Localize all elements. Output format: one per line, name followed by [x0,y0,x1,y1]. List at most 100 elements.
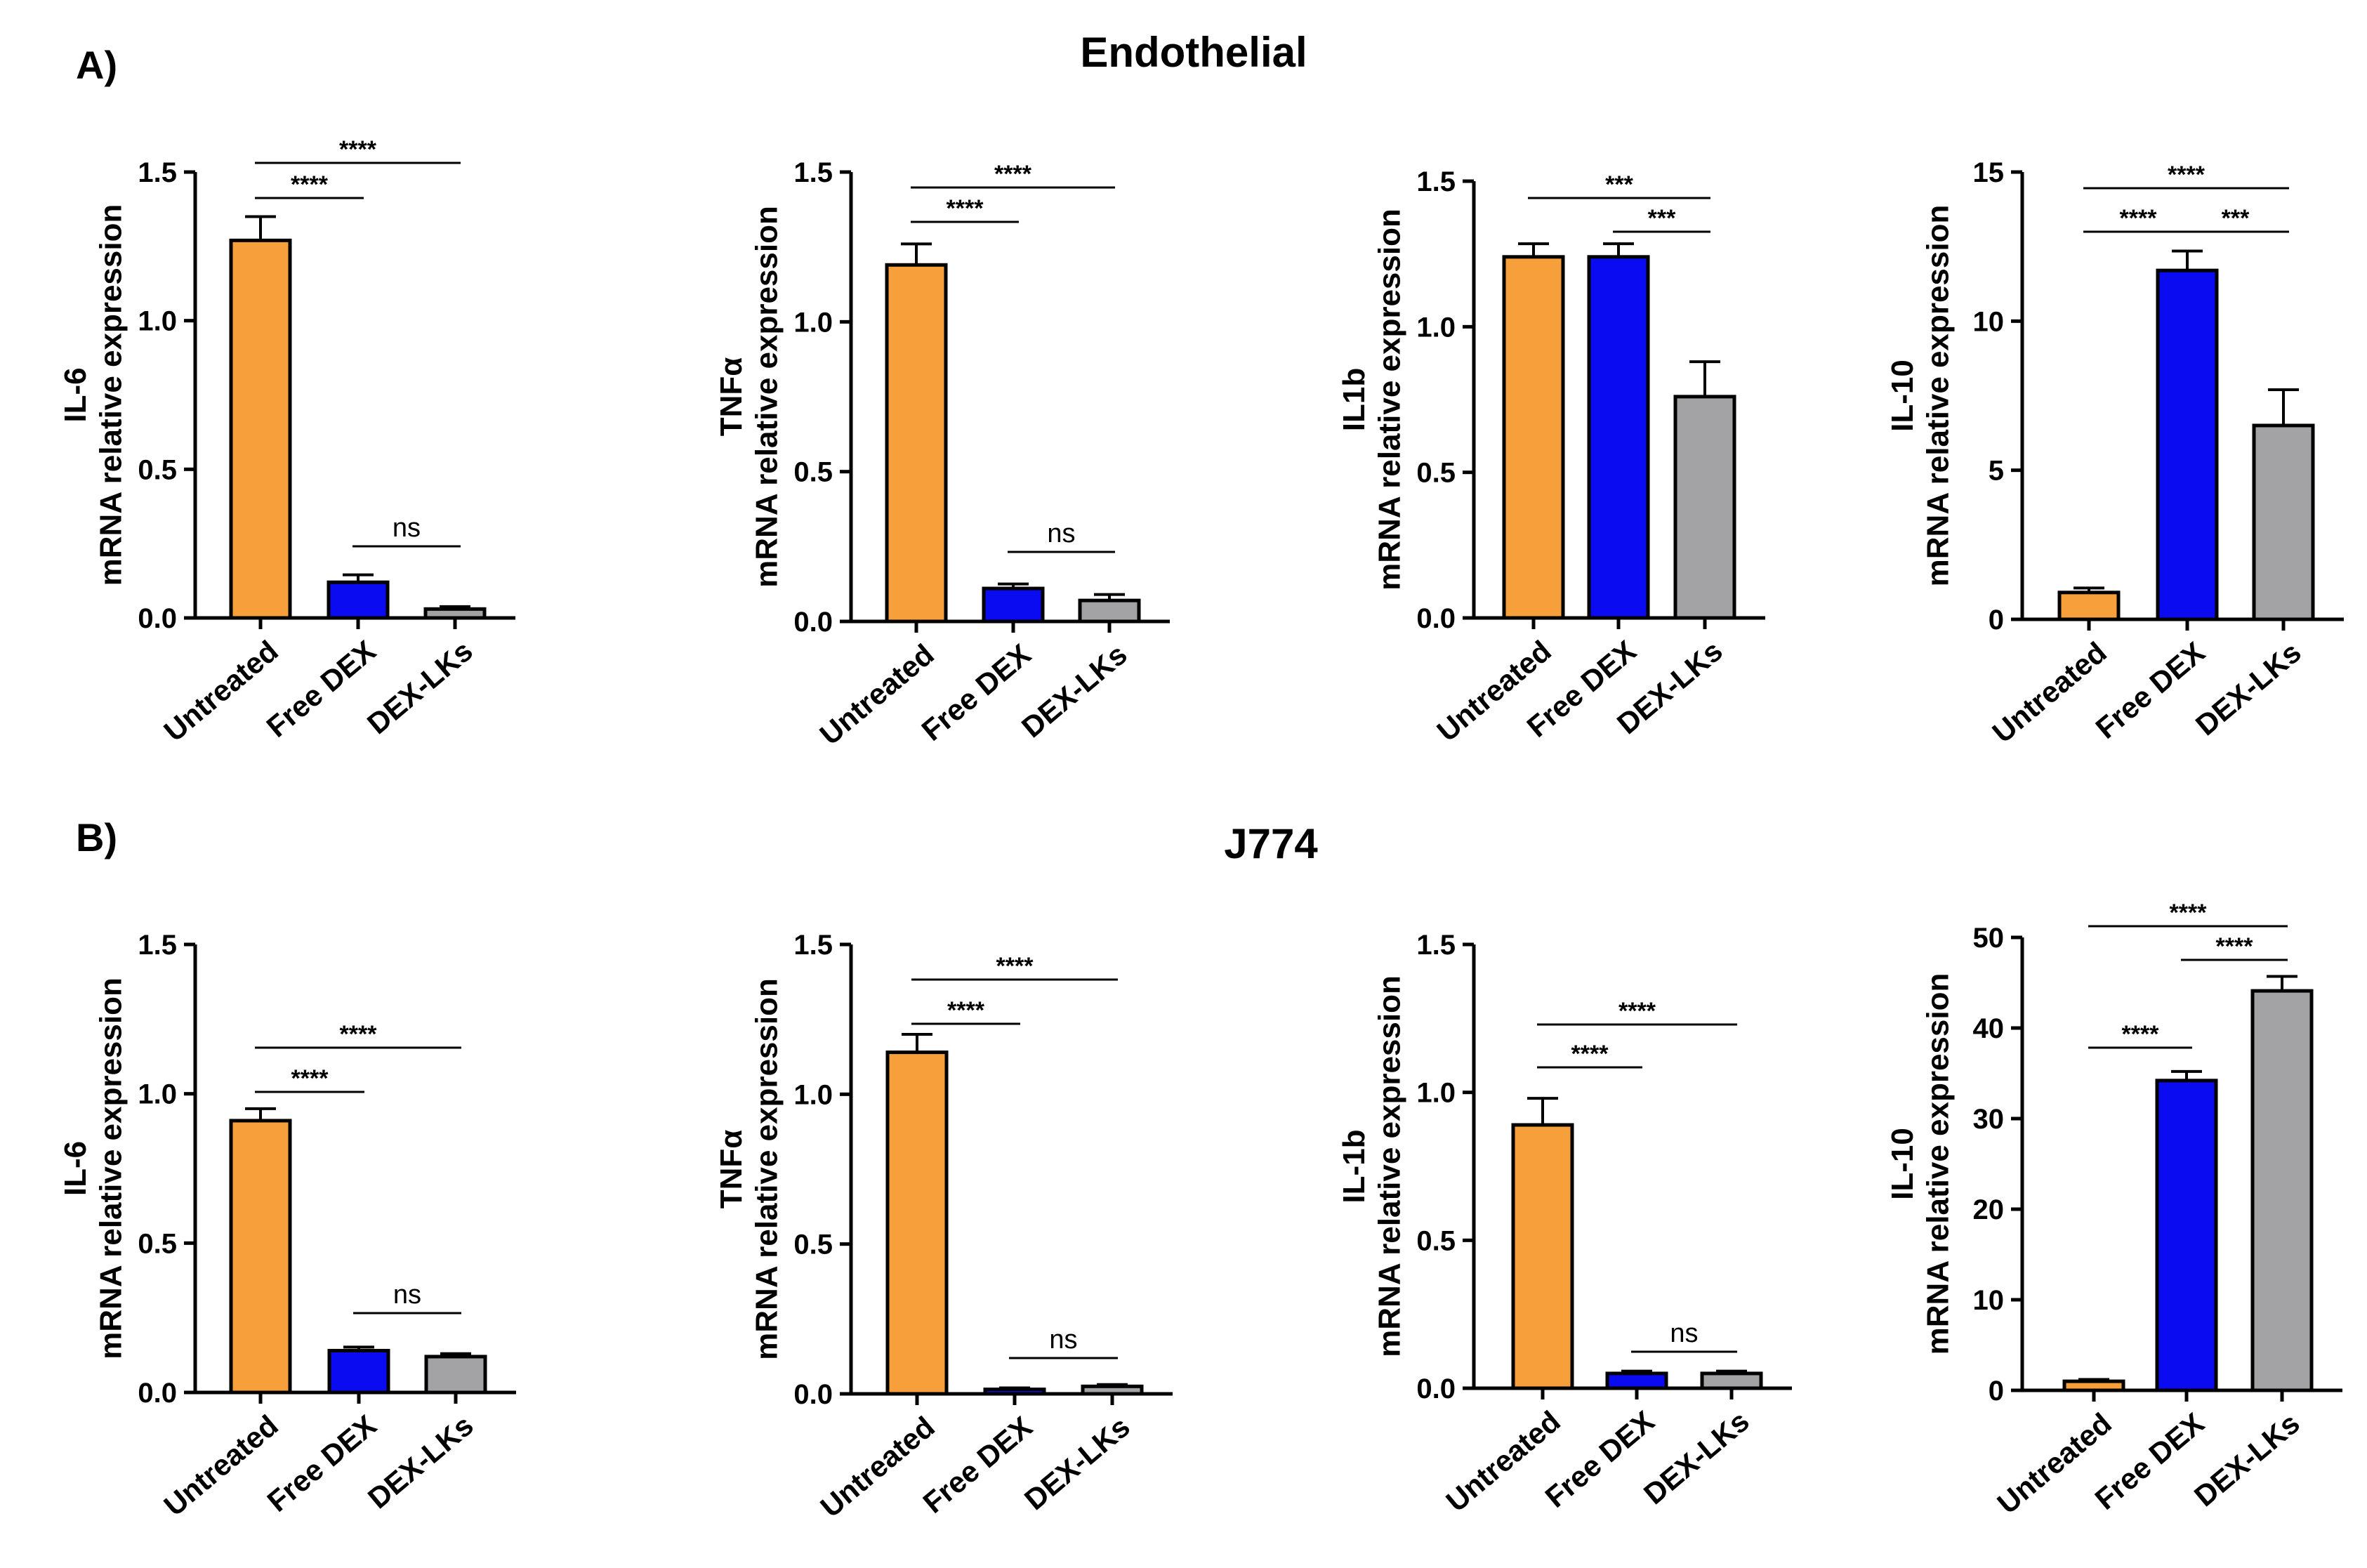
significance-label: **** [2216,933,2254,960]
y-axis-title: IL-10mRNA relative expression [1885,205,1956,587]
bar-dex-lks [423,607,487,620]
y-axis-title: IL-6mRNA relative expression [58,204,128,586]
x-category-label: Free DEX [261,1409,383,1518]
x-category-label: DEX-LKs [1018,1410,1136,1517]
y-tick-label: 1.5 [138,157,177,188]
significance-label: **** [339,136,377,163]
significance-label: **** [947,997,985,1024]
x-category-label: DEX-LKs [2188,1406,2306,1513]
panel-label-a: A) [76,43,117,87]
bar-free-dex [2156,268,2219,621]
y-axis-subtitle: mRNA relative expression [749,206,784,588]
y-axis-gene: IL-10 [1885,360,1920,432]
y-tick-label: 30 [1973,1104,2005,1135]
y-tick-label: 5 [1989,456,2004,487]
y-axis-title: TNFαmRNA relative expression [714,206,784,588]
y-tick-label: 0.0 [793,1379,833,1410]
y-axis-gene: TNFα [714,357,749,437]
bar-dex-lks [2252,423,2315,621]
bar-untreated [229,238,292,620]
x-category-label: Untreated [814,1410,940,1524]
y-tick-label: 10 [1973,1285,2005,1316]
significance-label: **** [291,1065,329,1092]
bar-dex-lks [1700,1371,1763,1390]
y-axis-title: TNFαmRNA relative expression [714,978,784,1360]
y-axis-subtitle: mRNA relative expression [1372,975,1406,1357]
y-axis-gene: IL-6 [58,367,93,422]
y-tick-label: 1.0 [1416,312,1456,343]
significance-label: **** [994,161,1032,187]
x-category-label: DEX-LKs [2189,635,2307,742]
significance-label: *** [1605,171,1633,198]
y-axis-subtitle: mRNA relative expression [1920,973,1955,1355]
y-tick-label: 10 [1973,306,2005,337]
x-category-label: DEX-LKs [361,634,479,741]
y-axis-title: IL1bmRNA relative expression [1337,209,1407,591]
y-axis-gene: IL-10 [1885,1128,1920,1200]
group-title-j774: J774 [1224,820,1318,867]
y-tick-label: 0 [1989,605,2004,635]
significance-label: **** [2168,162,2206,188]
bar-dex-lks [424,1355,487,1395]
group-title-endothelial: Endothelial [1080,29,1307,76]
bar-untreated [2057,591,2121,621]
significance-label: **** [2120,205,2158,232]
significance-label: **** [1571,1041,1609,1067]
significance-label: **** [2170,900,2208,926]
significance-label: **** [1618,998,1656,1025]
bar-free-dex [1587,255,1650,620]
significance-label: *** [2222,205,2250,232]
y-axis-title: IL-1bmRNA relative expression [1337,975,1407,1357]
y-tick-label: 0.5 [1416,1225,1456,1256]
bar-untreated [229,1119,292,1395]
bar-dex-lks [1078,598,1141,624]
y-tick-label: 1.0 [793,1079,833,1110]
y-axis-gene: IL-1b [1337,1129,1371,1203]
y-tick-label: 0.0 [1416,603,1456,634]
bar-free-dex [2155,1079,2218,1392]
bar-dex-lks [1673,395,1736,620]
bar-free-dex [327,1348,390,1395]
y-axis-title: IL-10mRNA relative expression [1885,973,1956,1355]
x-category-label: Untreated [157,1409,284,1522]
y-axis-subtitle: mRNA relative expression [93,204,128,586]
bar-untreated [885,263,948,624]
significance-label: ns [1049,1325,1077,1355]
y-tick-label: 0.5 [138,454,177,485]
y-axis-subtitle: mRNA relative expression [1372,209,1406,591]
x-category-label: Free DEX [261,634,382,744]
bar-dex-lks [2250,989,2314,1392]
bar-dex-lks [1081,1384,1144,1396]
significance-label: ns [393,513,421,543]
x-category-label: Free DEX [917,1410,1039,1520]
significance-label: **** [947,195,984,222]
x-category-label: DEX-LKs [1015,638,1133,744]
y-axis-gene: IL1b [1337,368,1371,431]
y-tick-label: 1.5 [793,930,833,961]
y-axis-title: IL-6mRNA relative expression [58,977,128,1359]
y-tick-label: 0.0 [138,1378,177,1409]
bar-free-dex [327,580,390,620]
y-tick-label: 20 [1973,1194,2005,1225]
x-category-label: Untreated [1439,1404,1566,1518]
y-tick-label: 40 [1973,1013,2005,1044]
y-tick-label: 0.5 [793,1230,833,1260]
y-tick-label: 0.0 [793,607,833,638]
x-category-label: DEX-LKs [362,1409,480,1515]
y-tick-label: 0.0 [1416,1373,1456,1404]
y-tick-label: 50 [1973,923,2005,954]
significance-label: *** [1648,205,1676,232]
significance-label: **** [340,1021,378,1048]
x-category-label: Untreated [813,638,939,751]
y-tick-label: 1.0 [793,307,833,338]
bar-untreated [2062,1379,2125,1392]
